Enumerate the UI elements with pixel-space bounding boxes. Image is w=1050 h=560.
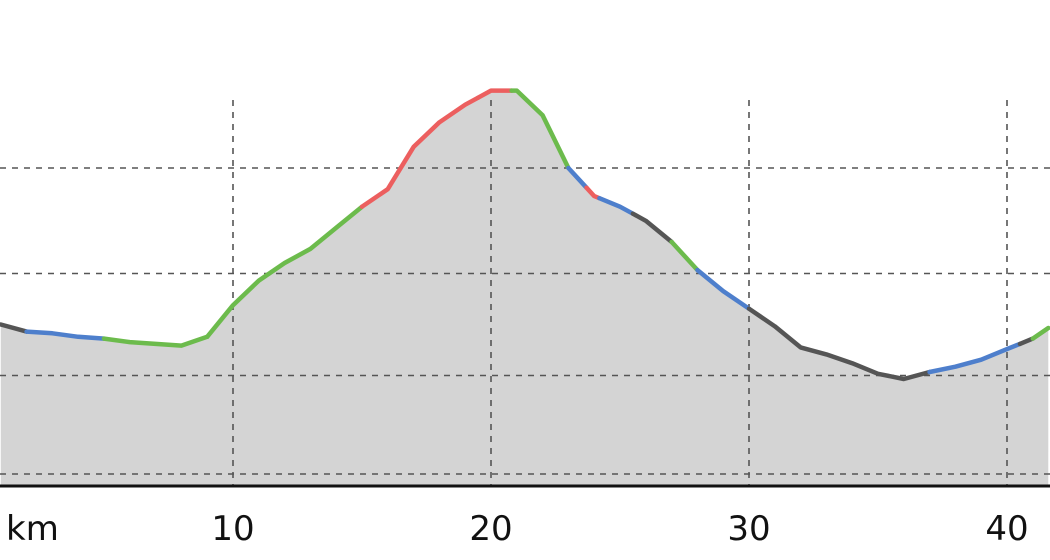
- profile-segment-13-blue: [695, 267, 752, 311]
- profile-segment-8-blue: [566, 165, 589, 190]
- profile-area-fill: [0, 90, 1049, 486]
- x-tick-labels: 10 20 30 40 km: [6, 509, 1029, 549]
- profile-segment-4-green: [204, 204, 365, 340]
- x-tick-label-40: 40: [985, 509, 1028, 549]
- profile-segment-7-green: [509, 88, 571, 171]
- x-tick-label-30: 30: [727, 509, 770, 549]
- profile-segment-17-green: [1030, 325, 1050, 341]
- profile-segment-2-blue: [24, 329, 107, 341]
- profile-segment-6-red: [475, 88, 514, 100]
- x-tick-label-20: 20: [469, 509, 512, 549]
- profile-segment-15-blue: [927, 341, 1023, 375]
- profile-segment-11-dark: [630, 211, 674, 245]
- profile-segment-5-red: [359, 95, 481, 209]
- profile-segment-12-green: [669, 239, 700, 273]
- grid-layer: [0, 100, 1050, 486]
- profile-line-layer: [0, 88, 1050, 382]
- profile-segment-10-blue: [597, 195, 636, 216]
- x-tick-label-10: 10: [211, 509, 254, 549]
- x-unit-label: km: [6, 509, 59, 549]
- profile-segment-14-dark: [746, 306, 932, 382]
- profile-segment-3-green: [101, 334, 210, 348]
- profile-fill-layer: [0, 90, 1049, 486]
- profile-segment-16-dark: [1017, 336, 1036, 347]
- profile-segment-1-dark: [0, 322, 29, 334]
